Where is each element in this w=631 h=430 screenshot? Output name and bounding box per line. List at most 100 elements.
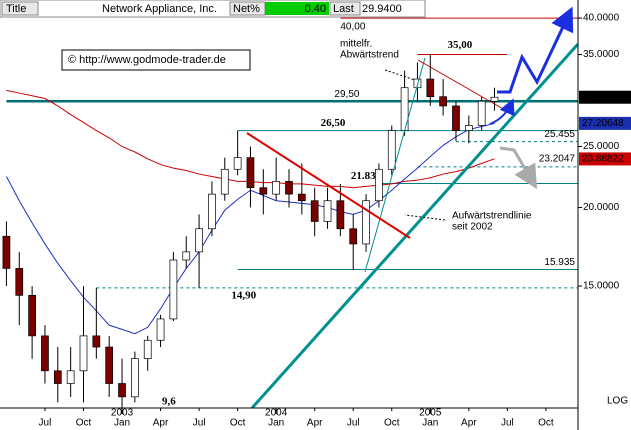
year-label: 2003 <box>111 408 134 419</box>
candle-body <box>182 251 191 261</box>
x-tick-label: Jan <box>422 418 438 429</box>
x-tick-label: Jan <box>114 418 130 429</box>
candle-body <box>297 193 306 202</box>
last-value-label: 23.88822 <box>582 154 624 165</box>
x-tick-label: Apr <box>153 418 169 429</box>
drawings <box>246 6 578 408</box>
scale-label: LOG <box>607 396 628 407</box>
projection-arrow <box>497 6 574 94</box>
x-tick-label: Jul <box>501 418 514 429</box>
level-label: 35,00 <box>447 39 472 51</box>
annotation: mittelfr. <box>340 39 372 50</box>
candle-body <box>246 157 255 189</box>
level-label: 23.2047 <box>539 153 576 164</box>
copyright: © http://www.godmode-trader.de <box>68 54 226 66</box>
annotation: Abwärtstrend <box>340 50 399 61</box>
header-label-box <box>1 1 39 16</box>
last-label-box <box>329 1 361 16</box>
x-tick-label: Apr <box>461 418 477 429</box>
candle-body <box>143 339 152 360</box>
x-tick-label: Oct <box>230 418 246 429</box>
candle-body <box>169 259 178 320</box>
pointer <box>404 214 446 221</box>
candle-body <box>131 358 139 398</box>
plot-area <box>2 17 578 408</box>
candle-body <box>452 105 460 131</box>
level-label: 40,00 <box>340 22 365 33</box>
candle-body <box>233 157 242 170</box>
candle-body <box>362 200 370 245</box>
level-label: 14,90 <box>231 289 256 301</box>
candle-body <box>400 87 409 131</box>
level-label: 25.455 <box>544 129 575 140</box>
candle-body <box>336 200 345 230</box>
candle-body <box>349 228 358 245</box>
alternative-arrow <box>499 146 538 190</box>
net-box <box>265 2 329 15</box>
net-label: Net% <box>233 3 260 15</box>
x-tick-label: Jan <box>268 418 284 429</box>
candle-body <box>439 96 447 107</box>
candle-body <box>477 100 486 126</box>
downtrend-line <box>246 132 411 239</box>
year-label: 2004 <box>265 408 288 419</box>
x-tick-label: Jul <box>347 418 360 429</box>
candle-body <box>41 335 49 372</box>
low-label: 9,6 <box>162 396 176 408</box>
copyright-box <box>61 49 251 71</box>
y-tick-label: 15.0000 <box>583 281 620 292</box>
annotation: Aufwärtstrendlinie <box>452 211 532 222</box>
last-label: Last <box>333 3 354 15</box>
last-value-box <box>579 90 631 104</box>
y-tick-label: 25.0000 <box>583 141 620 152</box>
x-tick-label: Jul <box>193 418 206 429</box>
y-tick-label: 35.0000 <box>583 49 620 60</box>
candle-body <box>2 235 11 269</box>
candle-body <box>195 228 203 253</box>
last-value-box <box>579 152 631 166</box>
candle-body <box>323 200 332 222</box>
level-label: 21.83 <box>351 170 376 182</box>
last-value-label: 29.9400 <box>582 92 619 103</box>
candle-body <box>375 168 383 202</box>
year-label: 2005 <box>419 408 442 419</box>
annotation: seit 2002 <box>452 222 493 233</box>
candle-body <box>28 294 36 337</box>
candle-body <box>464 125 473 131</box>
candle-body <box>220 168 229 195</box>
candle-body <box>490 96 499 102</box>
x-tick-label: Apr <box>307 418 323 429</box>
mid-downtrend-line <box>417 59 506 111</box>
steep-trend-line <box>364 57 426 273</box>
header-label: Title <box>6 3 26 15</box>
candle-body <box>310 200 319 222</box>
level-label: 29,50 <box>334 89 359 100</box>
candle-body <box>156 318 165 341</box>
candle-body <box>105 346 114 384</box>
candle-body <box>118 383 126 398</box>
uptrend-line <box>250 42 578 408</box>
candle-body <box>53 370 62 384</box>
candle-body <box>92 335 101 348</box>
axes: 40.0000 35.0000 25.0000 20.0000 15.0000 29.94… <box>39 13 631 429</box>
candle-body <box>15 268 24 296</box>
short-arrow <box>489 98 515 125</box>
y-tick-label: 20.0000 <box>583 202 620 213</box>
security-name: Network Appliance, Inc. <box>102 3 217 15</box>
candle-body <box>387 130 396 170</box>
net-value: 0.40 <box>305 3 326 15</box>
y-tick-label: 40.0000 <box>583 13 620 24</box>
level-label: 15.935 <box>544 257 575 268</box>
pointer <box>384 69 416 81</box>
x-tick-label: Oct <box>538 418 554 429</box>
candle-body <box>208 193 216 230</box>
last-value: 29.9400 <box>362 3 402 15</box>
candle-body <box>426 78 435 98</box>
x-tick-label: Oct <box>384 418 400 429</box>
candle-body <box>272 181 281 195</box>
candle-body <box>66 370 75 384</box>
candle-body <box>79 335 88 372</box>
last-value-label: 27.20648 <box>582 118 624 129</box>
candle-body <box>285 181 293 195</box>
